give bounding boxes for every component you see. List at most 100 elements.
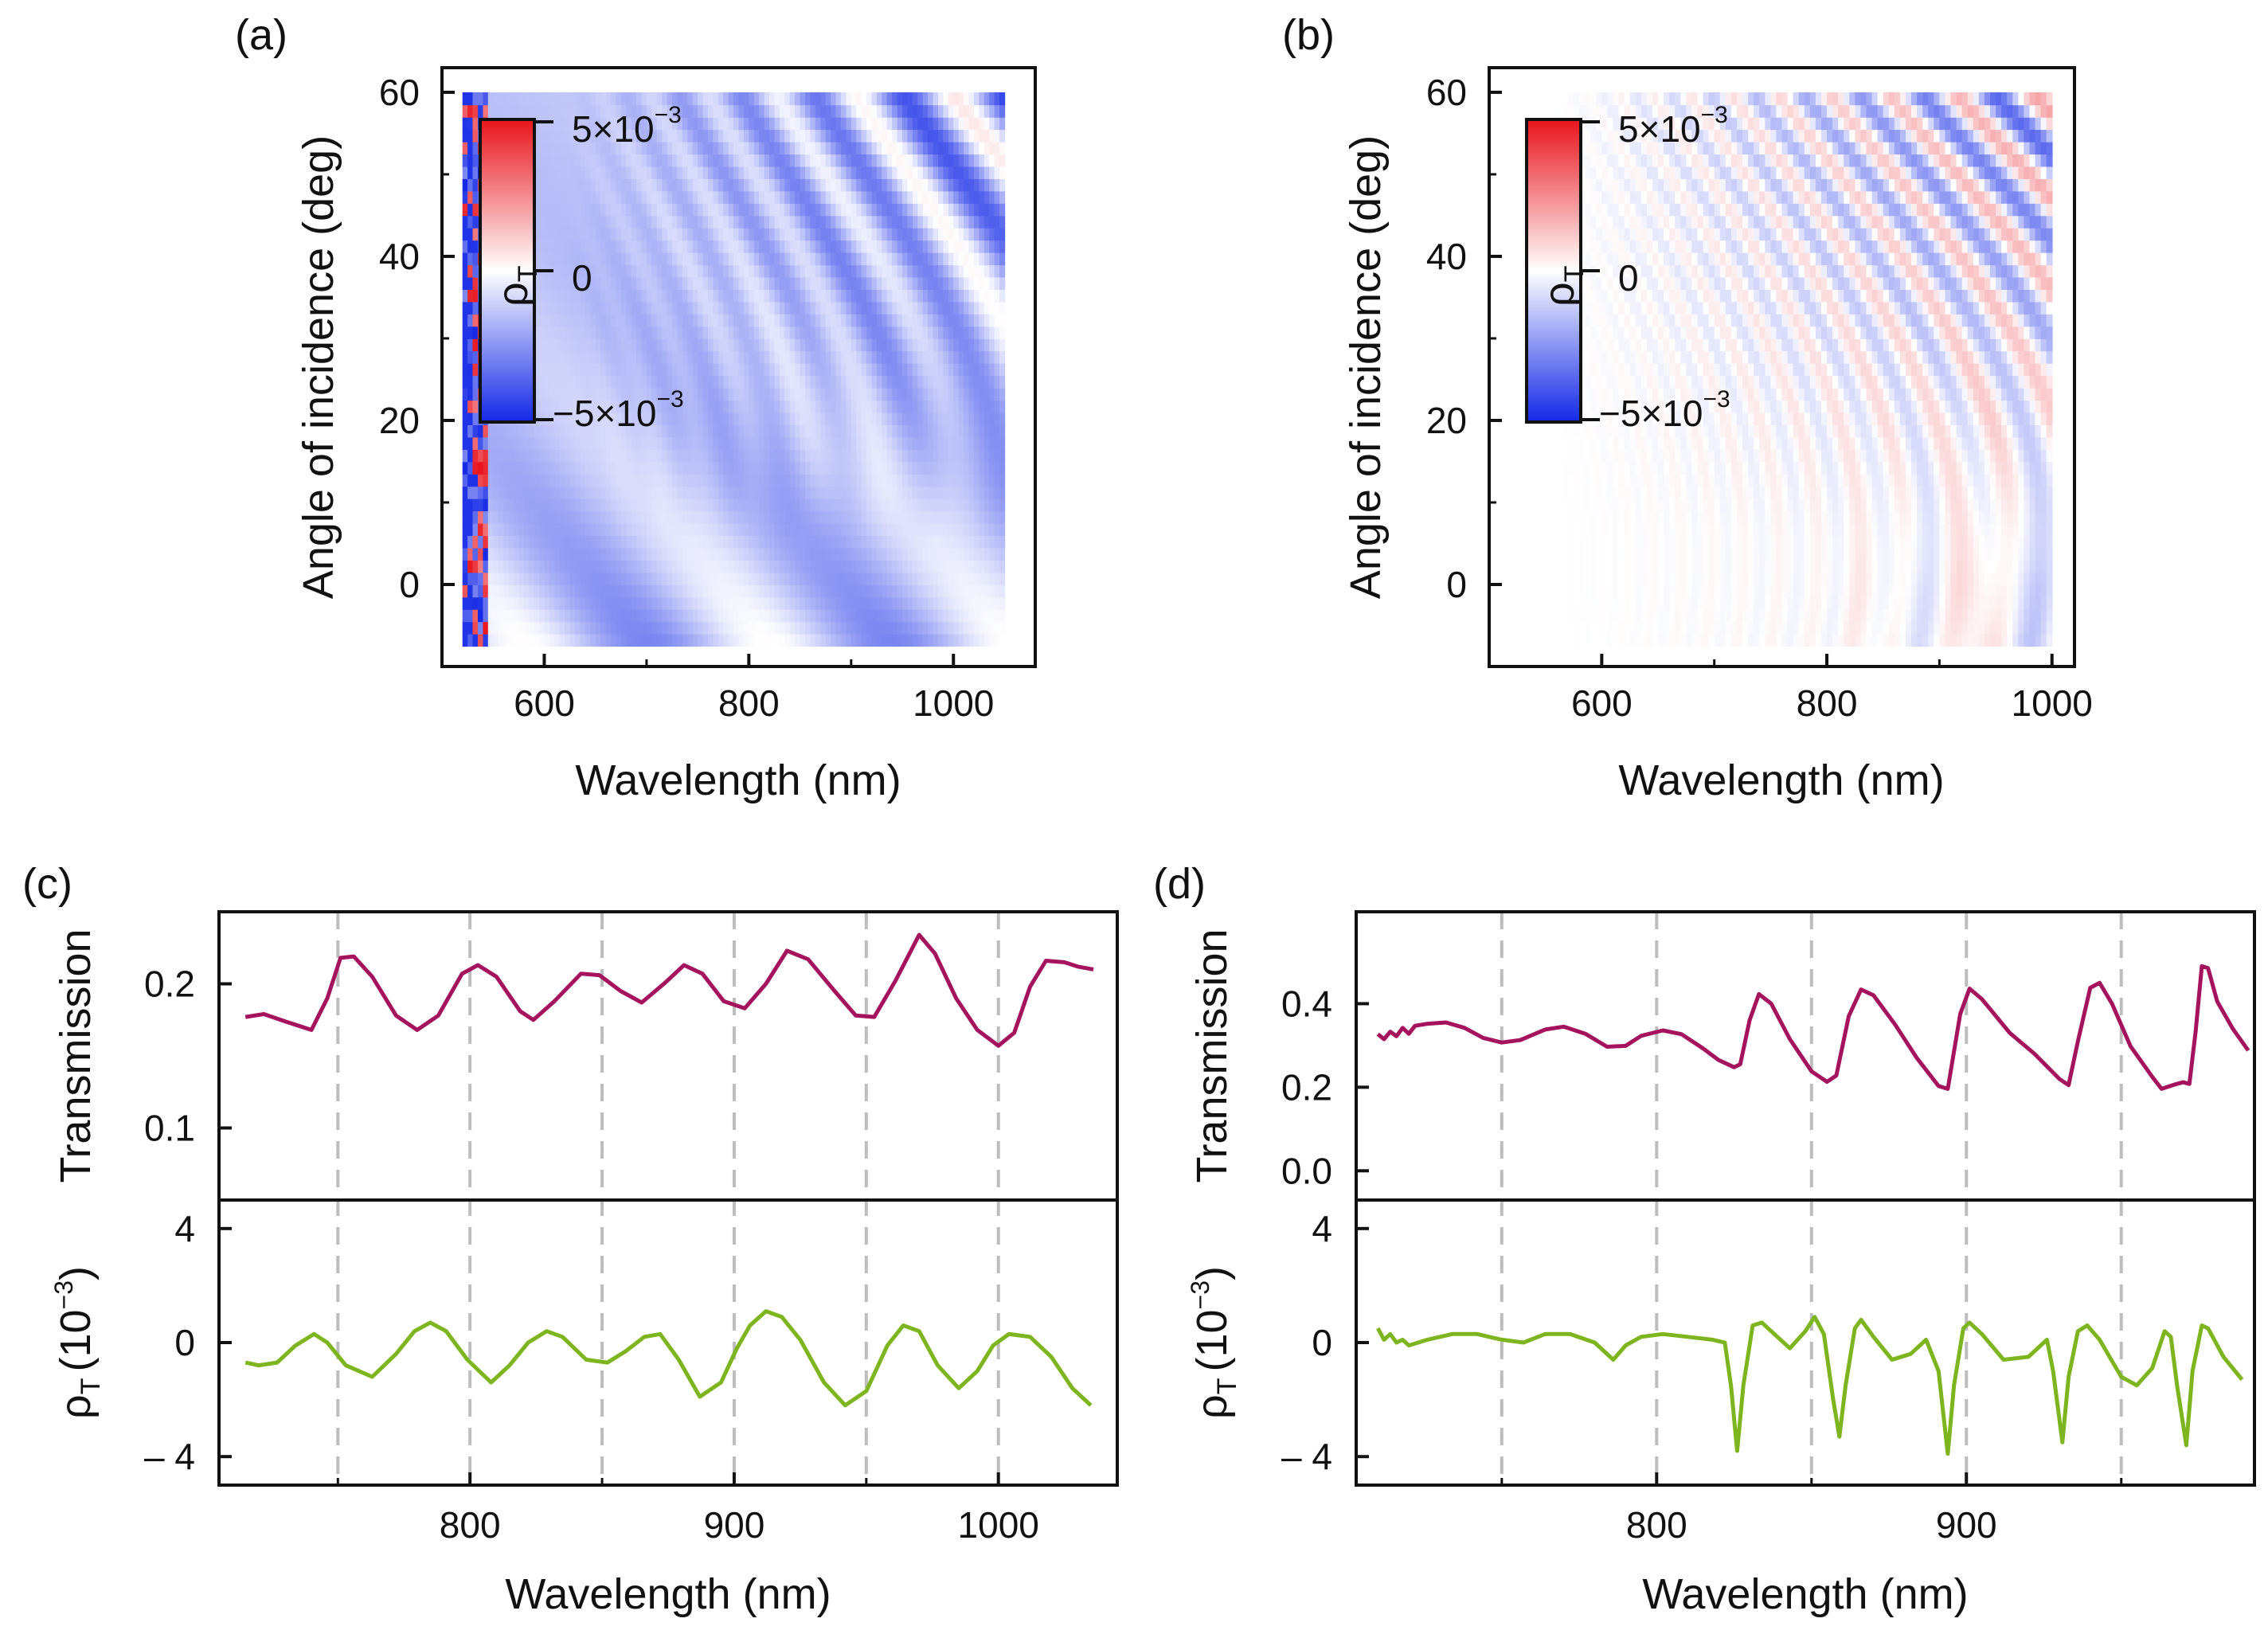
heatmap-cell bbox=[662, 375, 668, 389]
heatmap-cell bbox=[569, 190, 576, 204]
heatmap-cell bbox=[738, 264, 745, 278]
heatmap-cell bbox=[764, 424, 770, 438]
heatmap-cell bbox=[575, 203, 581, 217]
heatmap-cell bbox=[999, 596, 1006, 610]
heatmap-cell bbox=[636, 190, 643, 204]
heatmap-cell bbox=[462, 264, 468, 278]
heatmap-cell bbox=[677, 584, 683, 598]
heatmap-cell bbox=[856, 436, 862, 450]
heatmap-cell bbox=[738, 461, 745, 475]
heatmap-cell bbox=[953, 486, 960, 499]
heatmap-cell bbox=[498, 535, 504, 549]
heatmap-cell bbox=[759, 203, 765, 217]
heatmap-cell bbox=[850, 522, 857, 536]
heatmap-cell bbox=[672, 461, 678, 475]
heatmap-cell bbox=[897, 104, 903, 118]
heatmap-cell bbox=[1669, 621, 1676, 635]
heatmap-cell bbox=[472, 178, 479, 192]
heatmap-cell bbox=[907, 400, 913, 413]
heatmap-cell bbox=[493, 633, 499, 647]
heatmap-cell bbox=[728, 215, 734, 229]
heatmap-cell bbox=[764, 203, 770, 217]
heatmap-cell bbox=[922, 301, 929, 315]
heatmap-cell bbox=[523, 104, 530, 118]
heatmap-cell bbox=[723, 215, 729, 229]
heatmap-cell bbox=[948, 178, 954, 192]
heatmap-cell bbox=[968, 129, 975, 143]
heatmap-cell bbox=[626, 264, 632, 278]
heatmap-cell bbox=[600, 92, 607, 106]
heatmap-cell bbox=[850, 621, 857, 635]
heatmap-cell bbox=[549, 166, 556, 179]
heatmap-cell bbox=[462, 486, 468, 499]
heatmap-cell bbox=[743, 584, 750, 598]
heatmap-cell bbox=[539, 510, 545, 524]
heatmap-cell bbox=[779, 572, 786, 585]
heatmap-cell bbox=[943, 166, 949, 179]
heatmap-cell bbox=[902, 314, 909, 327]
heatmap-cell bbox=[800, 154, 806, 167]
heatmap-cell bbox=[478, 449, 484, 463]
heatmap-cell bbox=[789, 608, 796, 623]
heatmap-cell bbox=[559, 608, 565, 623]
heatmap-cell bbox=[912, 522, 919, 536]
heatmap-cell bbox=[1675, 633, 1682, 647]
heatmap-cell bbox=[989, 436, 995, 450]
x-axis-label-a: Wavelength (nm) bbox=[575, 756, 901, 804]
heatmap-cell bbox=[467, 326, 474, 339]
heatmap-cell bbox=[800, 510, 806, 524]
heatmap-cell bbox=[871, 621, 878, 635]
heatmap-cell bbox=[738, 362, 745, 377]
heatmap-cell bbox=[968, 166, 975, 179]
heatmap-cell bbox=[810, 633, 816, 647]
heatmap-cell bbox=[805, 461, 811, 475]
heatmap-cell bbox=[1922, 621, 1930, 635]
heatmap-cell bbox=[953, 314, 960, 327]
heatmap-cell bbox=[605, 412, 612, 425]
heatmap-cell bbox=[800, 301, 806, 315]
heatmap-cell bbox=[779, 375, 786, 389]
heatmap-cell bbox=[912, 400, 919, 413]
heatmap-cell bbox=[820, 584, 827, 598]
heatmap-cell bbox=[2012, 633, 2020, 647]
heatmap-cell bbox=[983, 436, 990, 450]
heatmap-cell bbox=[897, 326, 903, 339]
heatmap-cell bbox=[708, 92, 714, 106]
heatmap-cell bbox=[805, 116, 811, 131]
heatmap-cell bbox=[810, 301, 816, 315]
heatmap-cell bbox=[641, 215, 647, 229]
heatmap-cell bbox=[1618, 621, 1625, 635]
heatmap-cell bbox=[815, 314, 821, 327]
heatmap-cell bbox=[672, 227, 678, 241]
heatmap-cell bbox=[973, 362, 980, 377]
heatmap-cell bbox=[651, 350, 658, 364]
heatmap-cell bbox=[559, 436, 565, 450]
heatmap-cell bbox=[856, 560, 862, 573]
heatmap-cell bbox=[672, 116, 678, 131]
heatmap-cell bbox=[856, 252, 862, 266]
heatmap-cell bbox=[831, 522, 837, 536]
heatmap-cell bbox=[774, 116, 780, 131]
heatmap-cell bbox=[835, 326, 842, 339]
heatmap-cell bbox=[912, 486, 919, 499]
heatmap-cell bbox=[784, 289, 791, 303]
heatmap-cell bbox=[856, 633, 862, 647]
heatmap-cell bbox=[743, 547, 750, 561]
heatmap-cell bbox=[472, 400, 479, 413]
heatmap-cell bbox=[605, 116, 612, 131]
heatmap-cell bbox=[631, 436, 637, 450]
heatmap-cell bbox=[559, 461, 565, 475]
heatmap-cell bbox=[897, 498, 903, 512]
heatmap-cell bbox=[928, 547, 934, 561]
heatmap-cell bbox=[892, 166, 898, 179]
heatmap-cell bbox=[784, 203, 791, 217]
heatmap-cell bbox=[600, 314, 607, 327]
heatmap-cell bbox=[774, 461, 780, 475]
heatmap-cell bbox=[743, 227, 750, 241]
heatmap-cell bbox=[636, 154, 643, 167]
heatmap-cell bbox=[866, 510, 873, 524]
heatmap-cell bbox=[523, 522, 530, 536]
heatmap-cell bbox=[559, 350, 565, 364]
heatmap-cell bbox=[534, 289, 540, 303]
heatmap-cell bbox=[682, 560, 689, 573]
